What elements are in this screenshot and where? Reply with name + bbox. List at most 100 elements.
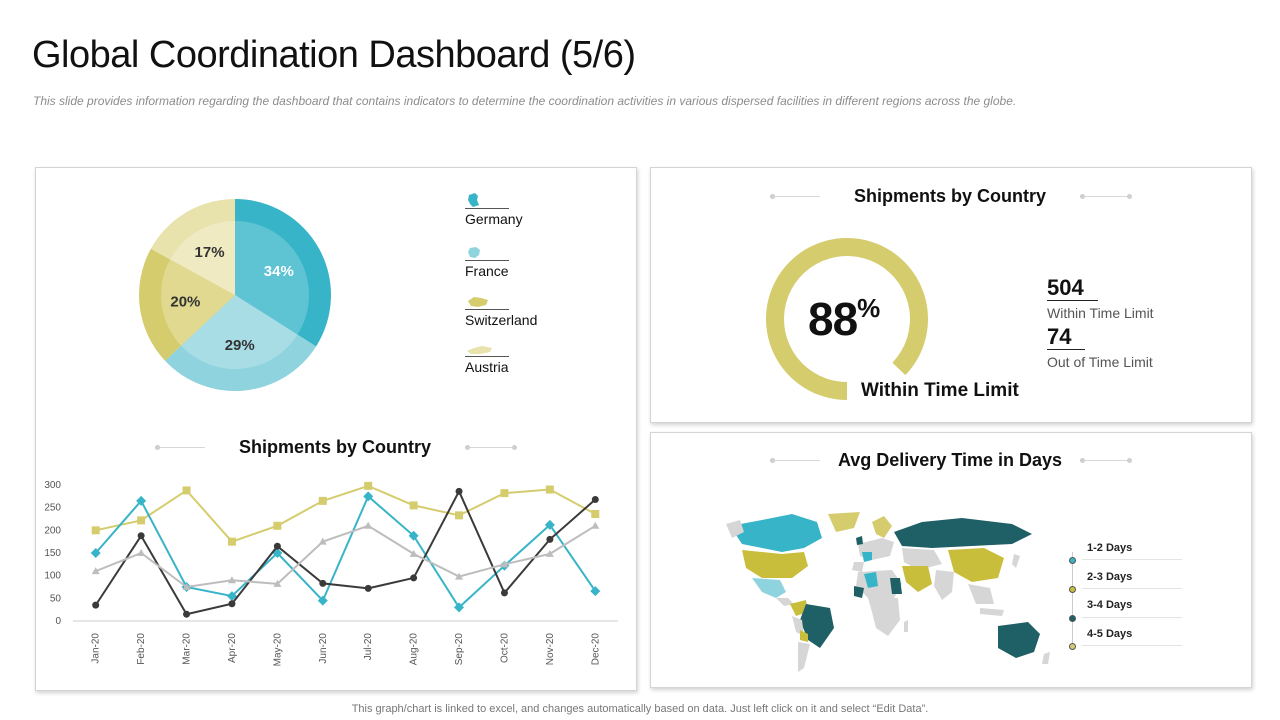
- data-point-s3-6[interactable]: [364, 584, 372, 592]
- pie-slice-inner-france: [181, 295, 298, 369]
- kpi-out-value: 74: [1047, 325, 1086, 350]
- data-point-s4-3[interactable]: [227, 576, 236, 584]
- country-share-pie-chart[interactable]: 34% 29% 20% 17%: [130, 190, 340, 400]
- map-region-iberia: [852, 562, 864, 572]
- data-point-s4-5[interactable]: [318, 537, 327, 545]
- data-point-s1-8[interactable]: [455, 511, 464, 520]
- pie-slice-inner-germany: [235, 221, 309, 335]
- data-point-s2-1[interactable]: [136, 495, 147, 506]
- data-point-s1-3[interactable]: [227, 537, 236, 546]
- x-tick-label: Apr-20: [227, 633, 238, 663]
- x-tick-label: Jan-20: [91, 633, 102, 664]
- kpi-within-value: 504: [1047, 276, 1098, 301]
- x-tick-label: Oct-20: [499, 633, 510, 663]
- map-region-central-asia: [902, 548, 942, 570]
- data-point-s1-4[interactable]: [273, 521, 282, 530]
- data-point-s3-0[interactable]: [92, 601, 100, 609]
- data-point-s1-5[interactable]: [318, 496, 327, 505]
- map-region-argentina: [798, 642, 810, 672]
- data-point-s1-10[interactable]: [545, 485, 554, 494]
- legend-dot-2-3: [1069, 586, 1076, 593]
- x-tick-label: May-20: [272, 633, 283, 667]
- data-point-s1-0[interactable]: [91, 526, 100, 535]
- data-point-s1-6[interactable]: [364, 481, 373, 490]
- data-point-s3-10[interactable]: [546, 535, 554, 543]
- data-point-s1-2[interactable]: [182, 486, 191, 495]
- data-point-s4-10[interactable]: [545, 549, 554, 557]
- x-tick-label: Feb-20: [136, 633, 147, 665]
- map-region-central-america: [776, 598, 794, 606]
- data-point-s4-1[interactable]: [137, 549, 146, 556]
- legend-dot-4-5: [1069, 643, 1076, 650]
- map-region-mexico: [752, 578, 786, 598]
- data-point-s2-11[interactable]: [590, 586, 601, 597]
- map-region-canada: [730, 514, 822, 552]
- kpi-within-label: Within Time Limit: [1047, 305, 1154, 321]
- data-point-s2-10[interactable]: [544, 519, 555, 530]
- legend-switzerland: Switzerland: [465, 312, 538, 328]
- data-point-s1-11[interactable]: [591, 510, 600, 519]
- map-legend-1-2-days: 1-2 Days: [1087, 542, 1133, 554]
- map-region-madagascar: [904, 620, 908, 632]
- data-point-s2-0[interactable]: [90, 548, 101, 558]
- data-point-s2-6[interactable]: [363, 491, 374, 502]
- pie-slice-inner-austria: [170, 221, 235, 295]
- map-region-japan: [1012, 554, 1020, 568]
- shipments-line-chart[interactable]: 0 50 100 150 200 250 300 Jan-20 Feb-20 Mar-20 Apr-…: [38, 470, 628, 670]
- data-point-s4-6[interactable]: [364, 521, 373, 529]
- data-point-s3-4[interactable]: [273, 542, 281, 550]
- footer-note: This graph/chart is linked to excel, and…: [351, 703, 929, 715]
- pie-label: 20%: [170, 293, 200, 310]
- divider-right: [1080, 194, 1132, 199]
- data-point-s2-5[interactable]: [317, 595, 328, 606]
- data-point-s4-9[interactable]: [500, 560, 509, 568]
- austria-map-icon: [467, 346, 492, 354]
- data-point-s3-2[interactable]: [183, 610, 191, 618]
- world-map[interactable]: [722, 508, 1062, 678]
- data-point-s3-11[interactable]: [591, 496, 599, 504]
- divider-left: [155, 445, 205, 450]
- data-point-s2-3[interactable]: [226, 591, 237, 602]
- divider-left: [770, 458, 820, 463]
- map-legend-3-4-days: 3-4 Days: [1087, 599, 1133, 611]
- data-point-s4-0[interactable]: [91, 567, 100, 575]
- data-point-s4-4[interactable]: [273, 579, 282, 587]
- x-tick-label: Aug-20: [409, 633, 420, 666]
- data-point-s2-7[interactable]: [408, 530, 419, 541]
- data-point-s1-1[interactable]: [137, 516, 146, 525]
- x-tick-label: Nov-20: [545, 633, 556, 666]
- gauge-caption: Within Time Limit: [861, 380, 1019, 401]
- data-point-s1-7[interactable]: [409, 501, 418, 510]
- data-point-s1-9[interactable]: [500, 489, 509, 498]
- data-point-s3-5[interactable]: [319, 579, 327, 587]
- map-region-central-africa: [868, 598, 900, 636]
- france-map-icon: [468, 247, 480, 258]
- legend-germany: Germany: [465, 211, 523, 227]
- map-region-alaska: [726, 520, 744, 538]
- map-region-usa: [742, 550, 808, 578]
- gauge-panel: [650, 167, 1252, 423]
- data-point-s3-1[interactable]: [137, 532, 145, 540]
- x-tick-label: Jun-20: [318, 633, 329, 664]
- y-tick-label: 250: [44, 503, 61, 514]
- x-tick-label: Mar-20: [182, 633, 193, 665]
- pie-label: 34%: [264, 263, 294, 280]
- y-tick-label: 150: [44, 548, 61, 559]
- data-point-s4-11[interactable]: [591, 521, 600, 529]
- map-region-india: [934, 570, 954, 600]
- map-region-nz: [1042, 652, 1050, 664]
- map-region-scandinavia: [872, 516, 892, 538]
- data-point-s2-8[interactable]: [454, 602, 465, 613]
- data-point-s3-3[interactable]: [228, 600, 236, 608]
- x-tick-label: Sep-20: [454, 633, 465, 666]
- data-point-s4-8[interactable]: [455, 572, 464, 580]
- data-point-s3-8[interactable]: [455, 487, 463, 495]
- map-region-algeria: [864, 572, 878, 588]
- data-point-s3-9[interactable]: [500, 589, 508, 597]
- map-legend-2-3-days: 2-3 Days: [1087, 571, 1133, 583]
- data-point-s4-7[interactable]: [409, 549, 418, 557]
- data-point-s4-2[interactable]: [182, 583, 191, 590]
- pie-label: 29%: [225, 337, 255, 354]
- series-line-1: [95, 484, 596, 543]
- data-point-s3-7[interactable]: [410, 574, 418, 582]
